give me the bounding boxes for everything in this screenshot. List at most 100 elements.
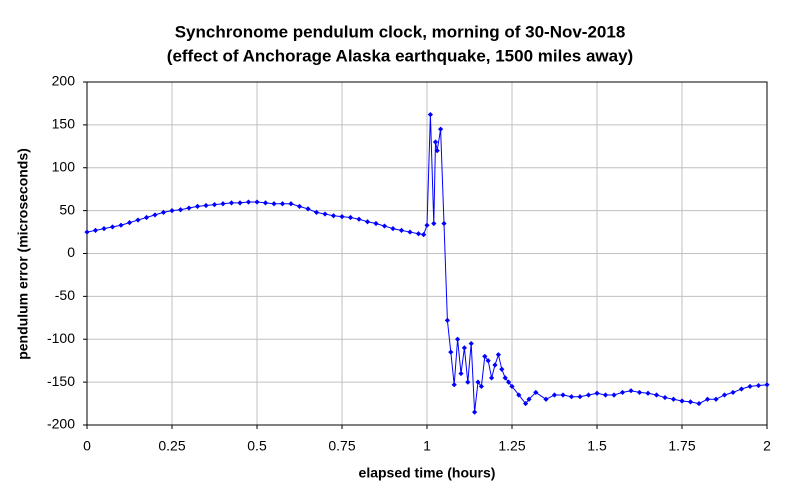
- point: [585, 392, 592, 398]
- point: [755, 382, 762, 389]
- point: [381, 223, 388, 229]
- point: [407, 229, 413, 235]
- point: [228, 200, 235, 206]
- point: [152, 212, 158, 218]
- point: [764, 382, 770, 388]
- y-tick-label: 200: [52, 73, 76, 89]
- x-tick-label: 1.5: [587, 438, 607, 454]
- point: [84, 229, 90, 235]
- point: [455, 336, 461, 342]
- point: [619, 389, 626, 396]
- point: [441, 220, 447, 227]
- point: [489, 375, 495, 381]
- point: [645, 390, 651, 396]
- point: [143, 214, 150, 221]
- point: [322, 211, 328, 217]
- point: [398, 227, 405, 233]
- point: [194, 203, 201, 209]
- point: [611, 392, 617, 398]
- x-tick-label: 0: [83, 438, 91, 454]
- x-tick-label: 0.25: [158, 438, 185, 454]
- point: [421, 232, 427, 238]
- point: [560, 392, 566, 398]
- y-tick-label: 0: [67, 244, 75, 260]
- point: [434, 148, 440, 154]
- point: [262, 200, 269, 206]
- point: [730, 389, 736, 396]
- point: [169, 208, 175, 214]
- point: [747, 383, 753, 390]
- x-tick-label: 1.25: [498, 438, 525, 454]
- point: [444, 317, 450, 323]
- chart-subtitle: (effect of Anchorage Alaska earthquake, …: [167, 46, 633, 65]
- y-tick-label: -150: [47, 373, 75, 389]
- point: [602, 392, 609, 398]
- y-tick-label: -100: [47, 330, 75, 346]
- point: [109, 224, 116, 230]
- point: [628, 388, 634, 394]
- point: [296, 203, 303, 209]
- point: [126, 220, 133, 226]
- point: [516, 392, 522, 398]
- point: [653, 392, 660, 398]
- point: [92, 227, 99, 233]
- point: [330, 213, 337, 219]
- point: [461, 345, 467, 351]
- point: [432, 139, 439, 145]
- point: [533, 389, 539, 396]
- point: [523, 400, 529, 407]
- point: [347, 214, 354, 221]
- point: [373, 220, 379, 227]
- point: [713, 396, 719, 402]
- point: [509, 383, 515, 390]
- point: [492, 362, 498, 368]
- point: [636, 389, 643, 396]
- x-tick-label: 0.5: [247, 438, 267, 454]
- point: [448, 349, 454, 355]
- point: [551, 392, 558, 398]
- point: [118, 222, 124, 228]
- y-tick-label: 150: [52, 116, 76, 132]
- y-tick-label: -50: [55, 287, 75, 303]
- point: [594, 390, 600, 396]
- y-axis-label: pendulum error (microseconds): [15, 148, 31, 360]
- x-tick-label: 1: [423, 438, 431, 454]
- point: [431, 220, 437, 227]
- y-tick-label: 50: [59, 201, 75, 217]
- point: [101, 226, 107, 232]
- point: [279, 201, 286, 207]
- point: [135, 217, 141, 223]
- point: [543, 396, 549, 402]
- point: [424, 222, 430, 228]
- point: [288, 201, 294, 207]
- point: [160, 209, 167, 215]
- point: [237, 200, 243, 206]
- point: [472, 409, 478, 415]
- point: [211, 202, 218, 208]
- point: [339, 214, 345, 220]
- x-tick-label: 1.75: [668, 438, 695, 454]
- point: [390, 226, 396, 232]
- chart-title: Synchronome pendulum clock, morning of 3…: [175, 22, 626, 41]
- point: [458, 370, 464, 377]
- point: [482, 353, 488, 359]
- point: [670, 396, 677, 402]
- point: [475, 379, 481, 385]
- point: [506, 379, 512, 385]
- point: [499, 366, 505, 372]
- point: [465, 379, 471, 385]
- point: [502, 375, 508, 381]
- point: [313, 209, 320, 215]
- point: [415, 231, 422, 237]
- point: [305, 206, 311, 212]
- point: [696, 400, 702, 407]
- point: [738, 386, 745, 392]
- x-tick-label: 2: [763, 438, 771, 454]
- point: [495, 352, 501, 358]
- point: [427, 111, 433, 118]
- x-tick-label: 0.75: [328, 438, 355, 454]
- point: [356, 216, 362, 222]
- point: [203, 202, 209, 209]
